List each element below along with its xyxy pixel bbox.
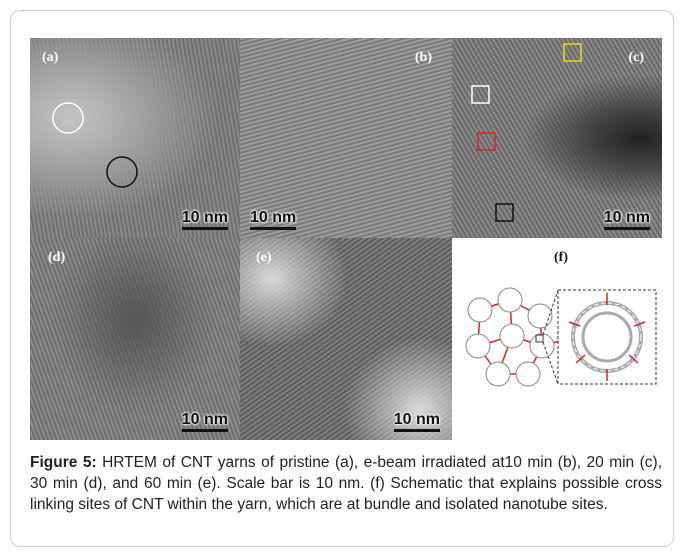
panel-label: (b)	[415, 50, 432, 66]
panel-f: (f)	[452, 238, 662, 440]
figure-caption: Figure 5: HRTEM of CNT yarns of pristine…	[30, 452, 662, 515]
scale-bar: 10 nm	[250, 210, 296, 230]
scale-bar: 10 nm	[182, 412, 228, 432]
caption-label: Figure 5:	[30, 454, 97, 471]
panel-d: (d) 10 nm	[30, 238, 240, 440]
panel-c: (c) 10 nm	[452, 38, 662, 238]
panel-label: (d)	[48, 250, 65, 266]
scale-bar: 10 nm	[182, 210, 228, 230]
caption-text: HRTEM of CNT yarns of pristine (a), e-be…	[30, 454, 662, 513]
marker-square	[564, 44, 581, 61]
marker-circle	[53, 103, 83, 133]
markers	[452, 38, 662, 238]
schematic	[452, 238, 662, 440]
panel-label: (e)	[256, 250, 272, 266]
scale-bar: 10 nm	[604, 210, 650, 230]
page: (a) 10 nm (b) 10 nm (c) 10 nm (d) 10 nm …	[0, 0, 683, 556]
marker-square	[496, 204, 513, 221]
panel-b: (b) 10 nm	[240, 38, 452, 238]
markers	[30, 38, 240, 238]
marker-square	[478, 133, 495, 150]
marker-circle	[107, 157, 137, 187]
panel-a: (a) 10 nm	[30, 38, 240, 238]
marker-square	[472, 86, 489, 103]
scale-bar: 10 nm	[394, 412, 440, 432]
panel-e: (e) 10 nm	[240, 238, 452, 440]
